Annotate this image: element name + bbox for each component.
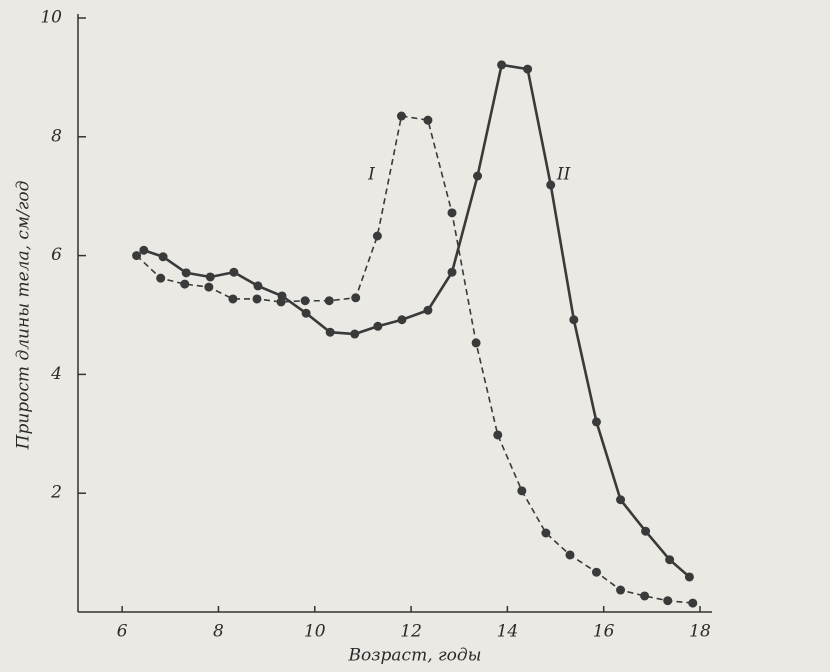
y-tick-label: 8 xyxy=(51,126,62,146)
data-point xyxy=(541,528,551,538)
data-point xyxy=(616,585,626,595)
data-point xyxy=(546,180,556,190)
data-point xyxy=(493,430,503,440)
data-point xyxy=(373,321,383,331)
data-point xyxy=(471,338,481,348)
data-point xyxy=(277,291,287,301)
data-point xyxy=(351,293,361,303)
x-tick-label: 8 xyxy=(213,622,224,642)
data-point xyxy=(663,596,673,606)
data-point xyxy=(301,308,311,318)
x-tick-label: 14 xyxy=(497,622,519,642)
data-point xyxy=(228,294,238,304)
data-point xyxy=(372,231,382,241)
data-point xyxy=(252,294,262,304)
y-tick-label: 10 xyxy=(40,8,62,28)
data-point xyxy=(253,281,263,291)
series-label: II xyxy=(556,165,571,185)
data-point xyxy=(396,111,406,121)
x-tick-label: 12 xyxy=(400,622,422,642)
data-point xyxy=(688,598,698,608)
data-point xyxy=(591,567,601,577)
data-point xyxy=(616,495,626,505)
data-point xyxy=(640,591,650,601)
data-point xyxy=(325,327,335,337)
data-point xyxy=(156,273,166,283)
data-point xyxy=(565,550,575,560)
data-point xyxy=(523,64,533,74)
series-label: I xyxy=(367,165,375,185)
data-point xyxy=(665,555,675,565)
x-axis-title: Возраст, годы xyxy=(348,646,482,666)
data-point xyxy=(423,305,433,315)
data-point xyxy=(397,315,407,325)
data-point xyxy=(324,296,334,306)
x-tick-label: 18 xyxy=(689,622,711,642)
data-point xyxy=(139,245,149,255)
data-point xyxy=(517,486,527,496)
x-tick-label: 6 xyxy=(117,622,128,642)
x-tick-label: 16 xyxy=(593,622,615,642)
data-point xyxy=(204,282,214,292)
data-point xyxy=(591,417,601,427)
data-point xyxy=(132,251,142,261)
data-point xyxy=(300,296,310,306)
data-point xyxy=(641,526,651,536)
data-point xyxy=(350,329,360,339)
data-point xyxy=(229,267,239,277)
data-point xyxy=(158,252,168,262)
y-tick-label: 4 xyxy=(50,364,62,384)
data-point xyxy=(423,115,433,125)
data-point xyxy=(181,268,191,278)
y-tick-label: 6 xyxy=(51,245,62,265)
y-axis-title: Прирост длины тела, см/год xyxy=(14,180,34,450)
data-point xyxy=(180,279,190,289)
x-tick-label: 10 xyxy=(304,622,326,642)
data-point xyxy=(569,315,579,325)
data-point xyxy=(473,171,483,181)
data-point xyxy=(447,208,457,218)
data-point xyxy=(205,272,215,282)
data-point xyxy=(497,60,507,70)
y-tick-label: 2 xyxy=(50,483,62,503)
data-point xyxy=(447,267,457,277)
data-point xyxy=(684,572,694,582)
